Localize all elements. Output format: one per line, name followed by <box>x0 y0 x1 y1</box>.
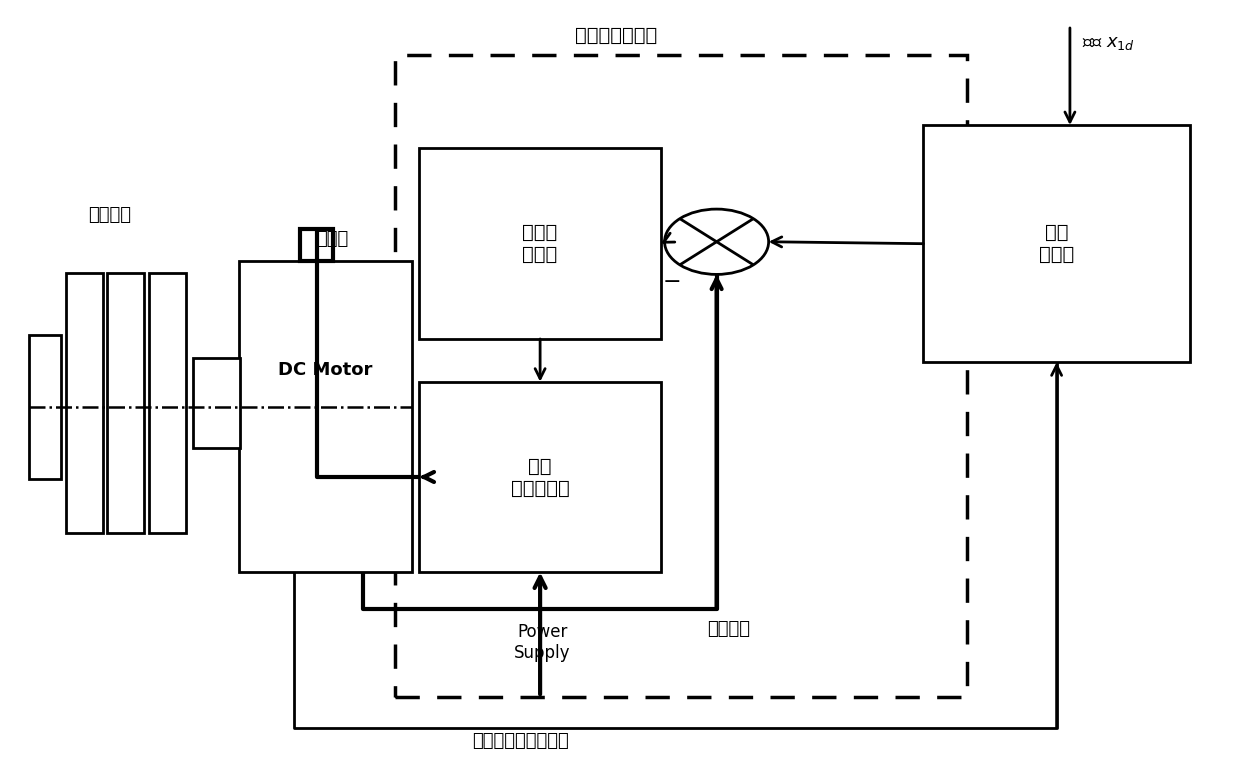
Text: Power
Supply: Power Supply <box>515 623 570 661</box>
Text: 光电编码器位置反馈: 光电编码器位置反馈 <box>472 732 569 750</box>
Bar <box>300 228 332 261</box>
Bar <box>30 335 62 479</box>
Text: 放大
与处理电路: 放大 与处理电路 <box>511 456 569 498</box>
Text: 位置
控制器: 位置 控制器 <box>1039 224 1074 264</box>
Circle shape <box>665 209 769 274</box>
Text: 指令 $x_{1d}$: 指令 $x_{1d}$ <box>1083 34 1135 52</box>
Text: 电流反馈: 电流反馈 <box>708 620 750 638</box>
Bar <box>419 149 661 339</box>
Bar <box>107 273 144 534</box>
Text: 惯性负载: 惯性负载 <box>88 206 131 224</box>
Bar <box>419 382 661 573</box>
Text: −: − <box>662 272 681 292</box>
Bar <box>394 55 967 696</box>
Bar <box>192 358 239 448</box>
Bar <box>238 261 412 573</box>
Bar <box>67 273 103 534</box>
Bar <box>924 125 1189 362</box>
Text: 电流环
控制器: 电流环 控制器 <box>522 224 558 264</box>
Text: 动力线: 动力线 <box>316 231 348 249</box>
Text: DC Motor: DC Motor <box>278 361 372 379</box>
Text: 商业电气驱动器: 商业电气驱动器 <box>575 26 657 45</box>
Bar <box>149 273 186 534</box>
